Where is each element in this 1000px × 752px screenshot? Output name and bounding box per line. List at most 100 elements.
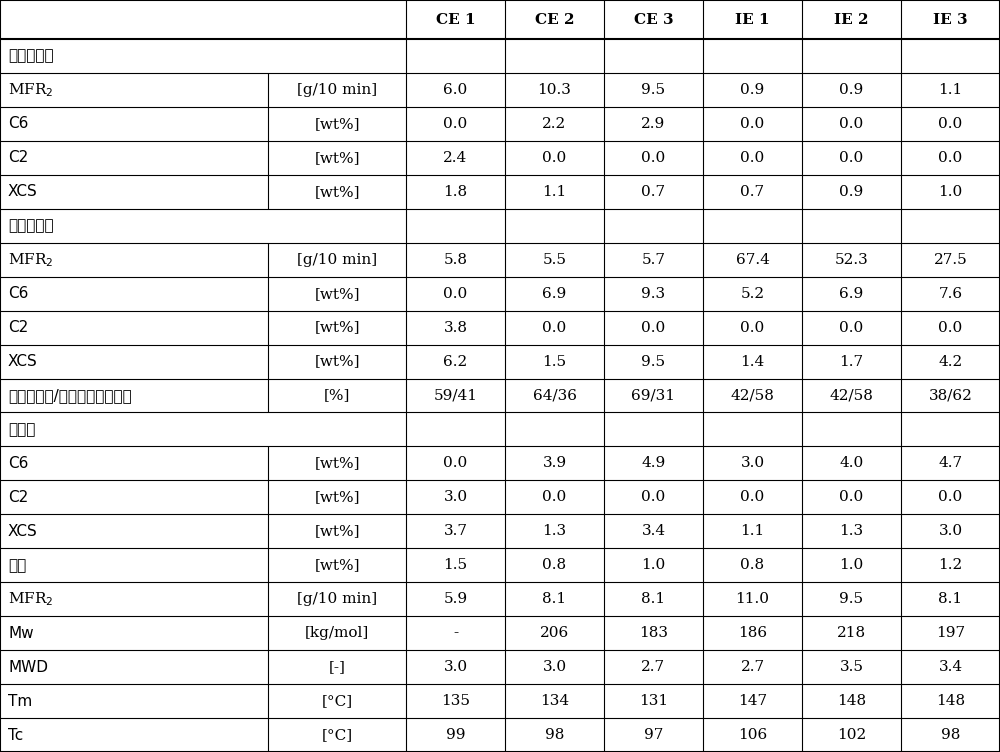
Text: 42/58: 42/58 [731, 389, 774, 402]
Text: 环式反应器: 环式反应器 [8, 49, 54, 63]
Text: 0.0: 0.0 [542, 151, 567, 165]
Text: 97: 97 [644, 728, 663, 742]
Text: CE 2: CE 2 [535, 13, 574, 26]
Text: 2.7: 2.7 [740, 660, 765, 674]
Text: IE 3: IE 3 [933, 13, 968, 26]
Text: 3.5: 3.5 [839, 660, 863, 674]
Text: 8.1: 8.1 [938, 593, 963, 606]
Text: 2.4: 2.4 [443, 151, 468, 165]
Text: CE 3: CE 3 [634, 13, 673, 26]
Text: 1.2: 1.2 [938, 558, 963, 572]
Text: 3.0: 3.0 [740, 456, 765, 471]
Text: 1.3: 1.3 [839, 524, 864, 538]
Text: [wt%]: [wt%] [314, 287, 360, 301]
Text: CE 1: CE 1 [436, 13, 475, 26]
Text: C6: C6 [8, 117, 28, 132]
Text: [wt%]: [wt%] [314, 490, 360, 505]
Text: 1.1: 1.1 [542, 185, 567, 199]
Text: 64/36: 64/36 [532, 389, 576, 402]
Text: 3.8: 3.8 [444, 320, 468, 335]
Text: [wt%]: [wt%] [314, 524, 360, 538]
Text: 0.0: 0.0 [938, 151, 963, 165]
Text: 69/31: 69/31 [632, 389, 676, 402]
Text: 2.2: 2.2 [542, 117, 567, 131]
Text: 27.5: 27.5 [934, 253, 967, 267]
Text: 0.0: 0.0 [443, 456, 468, 471]
Text: 42/58: 42/58 [830, 389, 873, 402]
Text: [wt%]: [wt%] [314, 185, 360, 199]
Text: 11.0: 11.0 [736, 593, 770, 606]
Text: [wt%]: [wt%] [314, 320, 360, 335]
Text: 0.0: 0.0 [938, 490, 963, 505]
Text: MFR$_2$: MFR$_2$ [8, 590, 54, 608]
Text: 0.0: 0.0 [443, 117, 468, 131]
Text: 6.9: 6.9 [839, 287, 864, 301]
Text: 0.0: 0.0 [641, 320, 666, 335]
Text: 1.3: 1.3 [542, 524, 567, 538]
Text: 0.9: 0.9 [839, 83, 864, 97]
Text: 5.8: 5.8 [444, 253, 468, 267]
Text: 0.9: 0.9 [740, 83, 765, 97]
Text: 0.8: 0.8 [542, 558, 567, 572]
Text: 1.5: 1.5 [443, 558, 468, 572]
Text: [g/10 min]: [g/10 min] [297, 593, 377, 606]
Text: 气相反应器: 气相反应器 [8, 218, 54, 233]
Text: C6: C6 [8, 287, 28, 301]
Text: 9.5: 9.5 [839, 593, 864, 606]
Text: [wt%]: [wt%] [314, 117, 360, 131]
Text: 1.0: 1.0 [839, 558, 864, 572]
Text: 52.3: 52.3 [835, 253, 868, 267]
Text: 59/41: 59/41 [434, 389, 478, 402]
Text: [kg/mol]: [kg/mol] [305, 626, 369, 640]
Text: 186: 186 [738, 626, 767, 640]
Text: MWD: MWD [8, 660, 48, 675]
Text: 134: 134 [540, 694, 569, 708]
Text: 5.5: 5.5 [542, 253, 566, 267]
Text: 0.0: 0.0 [839, 117, 864, 131]
Text: 6.2: 6.2 [443, 355, 468, 368]
Text: 0.0: 0.0 [443, 287, 468, 301]
Text: 9.5: 9.5 [641, 355, 666, 368]
Text: 0.0: 0.0 [938, 320, 963, 335]
Text: 3.0: 3.0 [443, 490, 468, 505]
Text: MFR$_2$: MFR$_2$ [8, 81, 54, 99]
Text: 3.9: 3.9 [542, 456, 567, 471]
Text: 218: 218 [837, 626, 866, 640]
Text: 2.7: 2.7 [641, 660, 666, 674]
Text: 3.7: 3.7 [444, 524, 468, 538]
Text: C6: C6 [8, 456, 28, 471]
Text: 4.0: 4.0 [839, 456, 864, 471]
Text: 98: 98 [941, 728, 960, 742]
Text: 1.7: 1.7 [839, 355, 864, 368]
Text: 1.1: 1.1 [740, 524, 765, 538]
Text: 3.0: 3.0 [542, 660, 567, 674]
Text: IE 2: IE 2 [834, 13, 869, 26]
Text: 38/62: 38/62 [929, 389, 972, 402]
Text: 9.5: 9.5 [641, 83, 666, 97]
Text: 0.0: 0.0 [641, 151, 666, 165]
Text: 6.9: 6.9 [542, 287, 567, 301]
Text: 206: 206 [540, 626, 569, 640]
Text: 131: 131 [639, 694, 668, 708]
Text: 5.7: 5.7 [642, 253, 666, 267]
Text: 0.0: 0.0 [740, 151, 765, 165]
Text: 4.9: 4.9 [641, 456, 666, 471]
Text: [g/10 min]: [g/10 min] [297, 253, 377, 267]
Text: 148: 148 [936, 694, 965, 708]
Text: [%]: [%] [324, 389, 350, 402]
Text: 148: 148 [837, 694, 866, 708]
Text: 147: 147 [738, 694, 767, 708]
Text: 10.3: 10.3 [538, 83, 571, 97]
Text: 3.4: 3.4 [938, 660, 963, 674]
Text: 4.7: 4.7 [938, 456, 963, 471]
Text: 终产物: 终产物 [8, 422, 35, 437]
Text: 106: 106 [738, 728, 767, 742]
Text: 183: 183 [639, 626, 668, 640]
Text: XCS: XCS [8, 524, 38, 539]
Text: [wt%]: [wt%] [314, 151, 360, 165]
Text: MFR$_2$: MFR$_2$ [8, 251, 54, 268]
Text: 4.2: 4.2 [938, 355, 963, 368]
Text: 0.0: 0.0 [839, 490, 864, 505]
Text: XCS: XCS [8, 184, 38, 199]
Text: [wt%]: [wt%] [314, 456, 360, 471]
